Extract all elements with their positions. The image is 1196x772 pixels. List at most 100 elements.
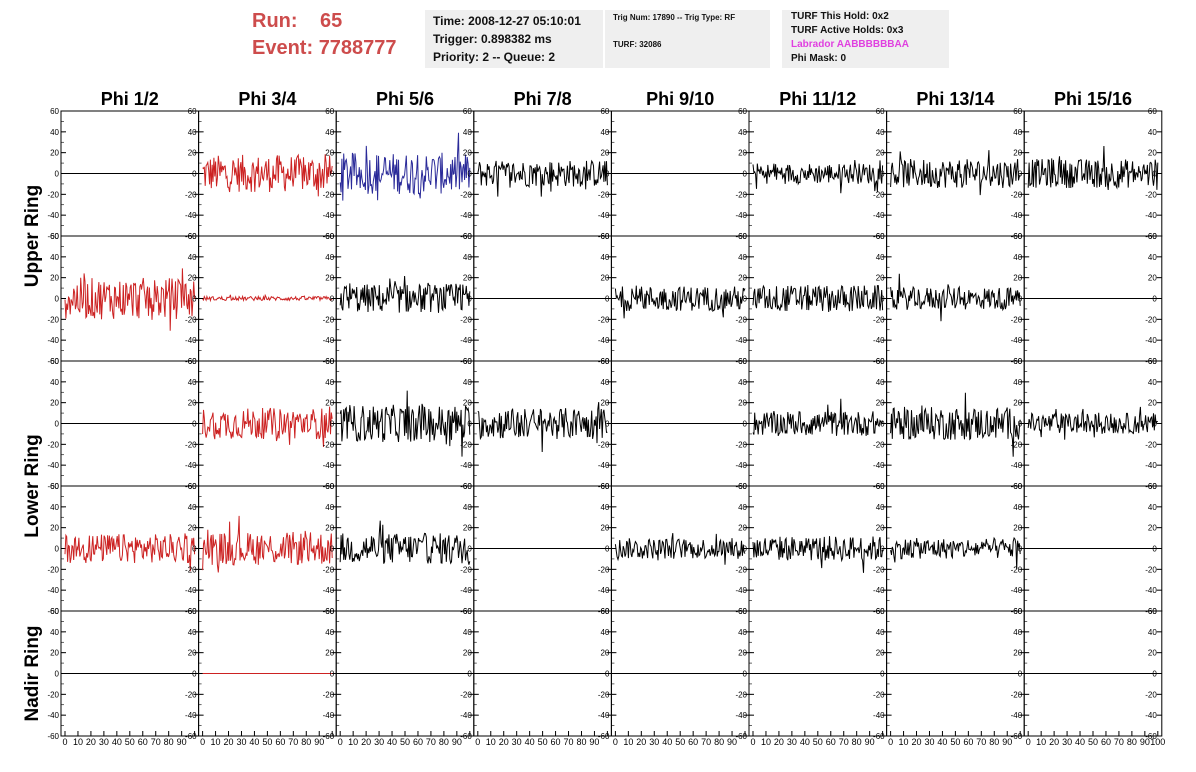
x-tick-label: 60	[138, 737, 148, 747]
y-tick-label: 40	[738, 503, 747, 512]
y-tick-label: 20	[600, 649, 609, 658]
x-tick-label: 20	[1049, 737, 1059, 747]
y-tick-label: 60	[325, 357, 334, 366]
y-tick-label: 20	[50, 524, 59, 533]
y-tick-label: -40	[460, 461, 472, 470]
waveform-trace	[64, 268, 196, 331]
y-tick-label: 0	[55, 670, 60, 679]
x-tick-label: 30	[99, 737, 109, 747]
y-tick-label-right: -20	[1145, 440, 1157, 449]
y-tick-label: -20	[735, 440, 747, 449]
trigger-text: Trigger: 0.898382 ms	[433, 32, 552, 46]
y-tick-label: 40	[188, 628, 197, 637]
y-tick-label: 40	[188, 128, 197, 137]
y-tick-label: 20	[463, 649, 472, 658]
y-tick-label: -40	[873, 336, 885, 345]
event-value: 7788777	[318, 37, 397, 59]
y-tick-label: -40	[873, 586, 885, 595]
y-tick-label: 20	[50, 399, 59, 408]
y-tick-label: -20	[1011, 190, 1023, 199]
y-tick-label: 0	[55, 170, 60, 179]
y-tick-label: 20	[1013, 274, 1022, 283]
y-tick-label: 0	[1018, 420, 1023, 429]
y-tick-label: 0	[1018, 545, 1023, 554]
x-tick-label: 30	[787, 737, 797, 747]
waveform-trace	[339, 520, 471, 565]
x-tick-label: 30	[1062, 737, 1072, 747]
y-tick-label: -40	[1011, 461, 1023, 470]
x-tick-label: 70	[151, 737, 161, 747]
x-tick-label: 20	[636, 737, 646, 747]
x-tick-label: 50	[950, 737, 960, 747]
y-tick-label: -40	[323, 586, 335, 595]
x-tick-label: 40	[249, 737, 259, 747]
y-tick-label: -20	[873, 190, 885, 199]
priority-text: Priority: 2 -- Queue: 2	[433, 50, 556, 64]
y-tick-label: -60	[185, 732, 197, 741]
y-tick-label: 20	[738, 149, 747, 158]
y-tick-label: 40	[738, 628, 747, 637]
x-tick-label: 0	[62, 737, 67, 747]
y-tick-label: -20	[323, 565, 335, 574]
y-tick-label: 0	[743, 420, 748, 429]
plot-frame	[886, 235, 1025, 362]
x-tick-label: 40	[1075, 737, 1085, 747]
x-tick-label: 0	[338, 737, 343, 747]
y-tick-label: -40	[185, 461, 197, 470]
y-tick-label: 0	[55, 420, 60, 429]
x-tick-label: 60	[688, 737, 698, 747]
y-tick-label: 40	[188, 378, 197, 387]
y-tick-label: 40	[876, 253, 885, 262]
turf-this-hold-text: TURF This Hold: 0x2	[791, 11, 889, 22]
waveform-trace	[477, 159, 608, 197]
waveform-trace	[202, 153, 333, 197]
y-tick-label: 60	[738, 232, 747, 241]
y-tick-label: -40	[598, 461, 610, 470]
waveform-trace	[752, 536, 884, 573]
y-tick-label: -20	[735, 565, 747, 574]
y-tick-label-right: -40	[1145, 336, 1157, 345]
y-tick-label: -40	[598, 336, 610, 345]
y-tick-label: -60	[47, 607, 59, 616]
y-tick-label-right: 60	[1148, 357, 1157, 366]
y-tick-label: 40	[876, 128, 885, 137]
y-tick-label: 60	[463, 357, 472, 366]
y-tick-label: 0	[330, 670, 335, 679]
y-tick-label: 20	[876, 149, 885, 158]
y-tick-label: 0	[1018, 295, 1023, 304]
x-tick-label: 50	[1088, 737, 1098, 747]
x-tick-label: 50	[125, 737, 135, 747]
y-tick-label: 0	[743, 545, 748, 554]
x-tick-label: 60	[551, 737, 561, 747]
y-tick-label-right: 40	[1148, 253, 1157, 262]
waveform-trace	[1027, 145, 1159, 191]
x-tick-label: 60	[413, 737, 423, 747]
row-title: Upper Ring	[22, 185, 43, 287]
y-tick-label: -20	[323, 315, 335, 324]
y-tick-label: -40	[1011, 711, 1023, 720]
y-tick-label-right: -40	[1145, 461, 1157, 470]
y-tick-label: -40	[185, 586, 197, 595]
x-tick-label: 100	[1150, 737, 1165, 747]
x-tick-label: 60	[826, 737, 836, 747]
y-tick-label: -40	[735, 586, 747, 595]
y-tick-label-right: 20	[1148, 399, 1157, 408]
x-tick-label: 30	[649, 737, 659, 747]
y-tick-label: 60	[738, 107, 747, 116]
y-tick-label: 0	[880, 670, 885, 679]
y-tick-label: -40	[1011, 336, 1023, 345]
y-tick-label: 40	[463, 503, 472, 512]
y-tick-label: -20	[598, 565, 610, 574]
y-tick-label: -20	[1011, 315, 1023, 324]
y-tick-label: 0	[880, 545, 885, 554]
y-tick-label: 0	[330, 545, 335, 554]
y-tick-label: -40	[47, 461, 59, 470]
y-tick-label: 60	[188, 232, 197, 241]
y-tick-label-right: -60	[1145, 232, 1157, 241]
y-tick-label: 40	[325, 253, 334, 262]
y-tick-label: 20	[738, 649, 747, 658]
y-tick-label: -20	[185, 190, 197, 199]
y-tick-label: 60	[600, 107, 609, 116]
y-tick-label-right: -40	[1145, 586, 1157, 595]
